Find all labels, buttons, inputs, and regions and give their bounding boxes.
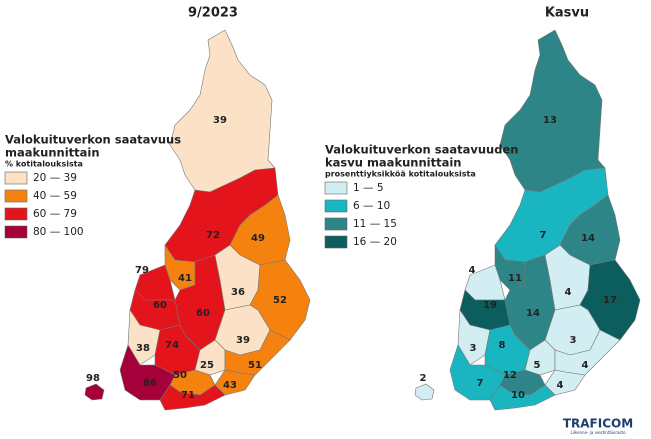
- legend-swatch: [4, 189, 28, 203]
- region-label: 19: [483, 300, 497, 311]
- legend-title: kasvu maakunnittain: [325, 156, 461, 170]
- legend-swatch: [324, 235, 348, 249]
- legend-label: 20 — 39: [33, 172, 77, 184]
- legend-label: 16 — 20: [353, 236, 397, 248]
- region-label: 25: [200, 360, 214, 371]
- region-label: 86: [143, 378, 157, 389]
- logo-subtitle: Liikenne- ja viestintävirasto: [570, 430, 626, 435]
- region-label: 52: [273, 295, 287, 306]
- region-label: 49: [251, 233, 265, 244]
- legend-subtitle: % kotitalouksista: [5, 160, 83, 169]
- region: [499, 29, 606, 193]
- legend-swatch: [324, 217, 348, 231]
- region-label: 60: [196, 308, 210, 319]
- region-label: 36: [231, 287, 245, 298]
- region-label: 11: [508, 273, 522, 284]
- legend-title: Valokuituverkon saatavuuden: [325, 143, 518, 157]
- legend-subtitle: prosenttiyksikköä kotitalouksista: [325, 170, 476, 179]
- region-label: 39: [236, 335, 250, 346]
- region-label: 71: [181, 390, 195, 401]
- region-label: 14: [581, 233, 595, 244]
- region-label: 8: [499, 340, 506, 351]
- region-label: 38: [136, 343, 150, 354]
- legend-swatch: [4, 171, 28, 185]
- region-label: 3: [470, 343, 477, 354]
- region-label: 14: [526, 308, 540, 319]
- region: [414, 383, 435, 401]
- region-label: 2: [420, 373, 427, 384]
- map-title: Kasvu: [545, 6, 589, 21]
- region-label: 5: [534, 360, 541, 371]
- region-label: 4: [582, 360, 589, 371]
- legend-swatch: [4, 207, 28, 221]
- region-label: 7: [540, 230, 547, 241]
- region-label: 3: [570, 335, 577, 346]
- map-title: 9/2023: [188, 6, 238, 21]
- legend-swatch: [324, 199, 348, 213]
- legend-label: 80 — 100: [33, 226, 84, 238]
- region-label: 13: [543, 115, 557, 126]
- region-label: 51: [248, 360, 262, 371]
- legend-title: maakunnittain: [5, 146, 100, 160]
- region-label: 7: [477, 378, 484, 389]
- region-label: 12: [503, 370, 517, 381]
- region-label: 17: [603, 295, 617, 306]
- region-label: 50: [173, 370, 187, 381]
- region-label: 79: [135, 265, 149, 276]
- region-label: 72: [206, 230, 220, 241]
- logo: TRAFICOM: [563, 417, 633, 431]
- region-label: 39: [213, 115, 227, 126]
- region-label: 10: [511, 390, 525, 401]
- legend-label: 6 — 10: [353, 200, 390, 212]
- legend-label: 1 — 5: [353, 182, 384, 194]
- legend-label: 11 — 15: [353, 218, 397, 230]
- region: [489, 384, 556, 411]
- region-label: 43: [223, 380, 237, 391]
- legend-label: 60 — 79: [33, 208, 77, 220]
- region-label: 41: [178, 273, 192, 284]
- region-label: 4: [565, 287, 572, 298]
- region-label: 98: [86, 373, 100, 384]
- legend-swatch: [324, 181, 348, 195]
- region-label: 74: [165, 340, 179, 351]
- region: [169, 29, 276, 193]
- region-label: 4: [469, 265, 476, 276]
- region: [84, 383, 105, 401]
- legend-label: 40 — 59: [33, 190, 77, 202]
- region-label: 60: [153, 300, 167, 311]
- legend-swatch: [4, 225, 28, 239]
- legend-title: Valokuituverkon saatavuus: [5, 133, 181, 147]
- region: [159, 384, 226, 411]
- region-label: 4: [557, 380, 564, 391]
